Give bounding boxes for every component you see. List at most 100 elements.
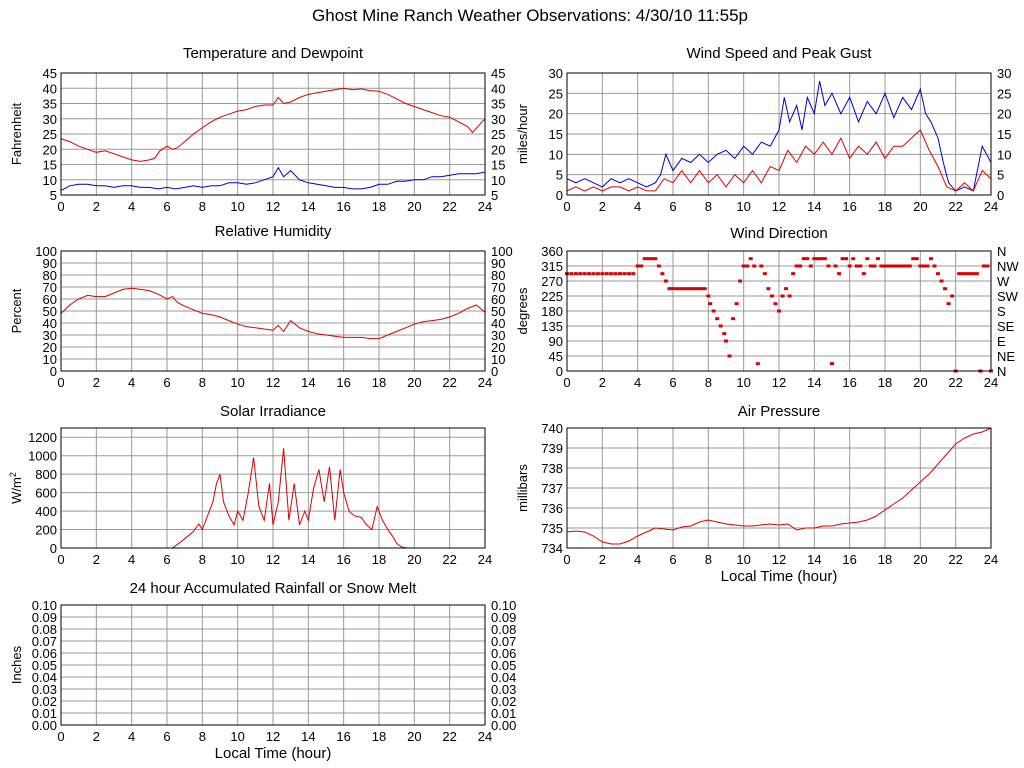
data-point: [883, 264, 887, 268]
x-tick-label: 22: [442, 375, 456, 390]
x-tick-label: 10: [230, 552, 244, 567]
x-tick-label: 16: [336, 729, 350, 744]
y-tick-label: 30: [549, 66, 563, 81]
data-point: [787, 294, 792, 298]
data-point: [875, 257, 880, 261]
x-tick-label: 4: [634, 552, 641, 567]
right-tick-label: S: [997, 304, 1006, 319]
y-tick-label: 0.04: [32, 670, 57, 685]
y-tick-label: 0: [556, 364, 563, 379]
right-tick-label: 20: [997, 107, 1011, 122]
data-point: [752, 264, 757, 268]
x-axis-label: Local Time (hour): [721, 568, 838, 585]
x-tick-label: 12: [266, 729, 280, 744]
y-axis-label: degrees: [515, 287, 530, 334]
x-tick-label: 8: [199, 375, 206, 390]
right-tick-label: 5: [997, 168, 1004, 183]
x-tick-label: 18: [372, 375, 386, 390]
data-point: [674, 287, 679, 291]
series-line: [60, 87, 486, 162]
data-point: [649, 257, 654, 261]
chart-title: Temperature and Dewpoint: [183, 45, 364, 62]
data-point: [766, 287, 771, 291]
x-tick-label: 6: [669, 199, 676, 214]
x-tick-label: 4: [128, 552, 135, 567]
y-tick-label: 15: [43, 158, 57, 173]
x-tick-label: 10: [736, 552, 750, 567]
y-tick-label: 90: [43, 256, 57, 271]
x-tick-label: 20: [913, 199, 927, 214]
right-tick-label: 35: [491, 97, 505, 112]
x-tick-label: 22: [948, 552, 962, 567]
x-tick-label: 20: [407, 199, 421, 214]
y-tick-label: 5: [556, 168, 563, 183]
chart-title: Solar Irradiance: [220, 403, 326, 420]
x-tick-label: 2: [599, 199, 606, 214]
right-tick-label: 20: [491, 340, 505, 355]
data-point: [722, 332, 727, 336]
plot-frame: [60, 604, 486, 726]
y-tick-label: 225: [541, 289, 563, 304]
data-point: [897, 264, 902, 268]
y-tick-label: 0.05: [32, 658, 57, 673]
data-point: [900, 264, 905, 268]
y-axis-label: miles/hour: [515, 103, 530, 164]
x-tick-label: 24: [478, 375, 492, 390]
y-tick-label: 734: [541, 541, 563, 556]
x-tick-label: 18: [372, 199, 386, 214]
x-tick-label: 20: [913, 552, 927, 567]
y-tick-label: 600: [35, 486, 57, 501]
y-tick-label: 738: [541, 461, 563, 476]
y-tick-label: 735: [541, 521, 563, 536]
data-point: [907, 264, 912, 268]
y-tick-label: 270: [541, 274, 563, 289]
series-line: [60, 287, 486, 340]
x-tick-label: 24: [984, 199, 998, 214]
x-tick-label: 12: [772, 552, 786, 567]
y-axis-label: Inches: [9, 645, 24, 684]
y-tick-label: 135: [541, 319, 563, 334]
x-tick-label: 16: [336, 552, 350, 567]
x-tick-label: 10: [230, 729, 244, 744]
data-point: [685, 287, 690, 291]
x-tick-label: 8: [705, 199, 712, 214]
data-point: [822, 257, 827, 261]
data-point: [794, 264, 799, 268]
x-tick-label: 0: [563, 552, 570, 567]
right-tick-label: 25: [491, 127, 505, 142]
data-point: [600, 272, 605, 276]
data-point: [660, 272, 665, 276]
y-tick-label: 40: [43, 316, 57, 331]
right-tick-label: 0: [997, 188, 1004, 203]
right-tick-label: 0: [491, 364, 498, 379]
y-tick-label: 45: [549, 349, 563, 364]
x-tick-label: 10: [736, 199, 750, 214]
data-point: [886, 264, 891, 268]
data-point: [656, 264, 661, 268]
right-tick-label: 80: [491, 268, 505, 283]
y-tick-label: 10: [43, 352, 57, 367]
y-tick-label: 35: [43, 97, 57, 112]
data-point: [609, 272, 614, 276]
y-tick-label: 30: [43, 328, 57, 343]
data-point: [840, 257, 845, 261]
data-point: [932, 264, 937, 268]
data-point: [745, 264, 750, 268]
data-point: [718, 324, 723, 328]
right-tick-label: 60: [491, 292, 505, 307]
data-point: [819, 257, 824, 261]
data-point: [706, 294, 711, 298]
y-tick-label: 400: [35, 504, 57, 519]
data-point: [974, 272, 979, 276]
x-tick-label: 0: [57, 375, 64, 390]
data-point: [957, 272, 962, 276]
data-point: [777, 309, 781, 313]
data-point: [808, 264, 813, 268]
data-point: [663, 279, 668, 283]
x-tick-label: 2: [599, 375, 606, 390]
data-point: [780, 294, 785, 298]
right-tick-label: NE: [997, 349, 1015, 364]
right-tick-label: E: [997, 334, 1006, 349]
y-tick-label: 50: [43, 304, 57, 319]
